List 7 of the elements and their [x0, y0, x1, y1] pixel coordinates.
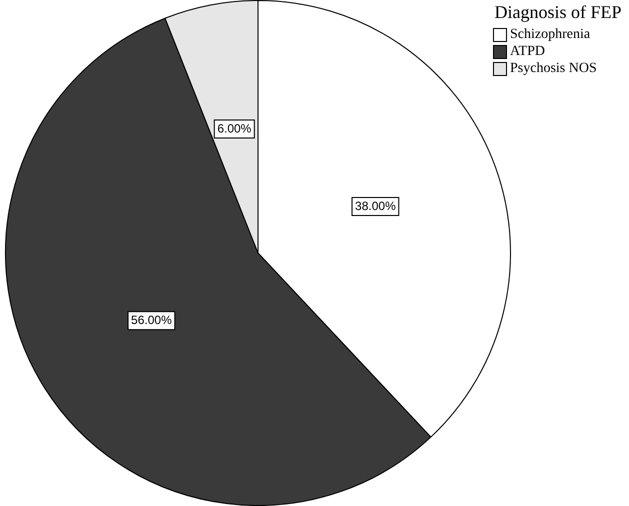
legend-label: Schizophrenia	[510, 26, 590, 42]
legend-label: ATPD	[510, 44, 546, 60]
legend-label: Psychosis NOS	[510, 60, 597, 76]
legend-title: Diagnosis of FEP	[493, 2, 622, 22]
data-label: 6.00%	[217, 121, 252, 136]
data-label: 56.00%	[131, 312, 172, 327]
data-label: 38.00%	[355, 198, 396, 213]
